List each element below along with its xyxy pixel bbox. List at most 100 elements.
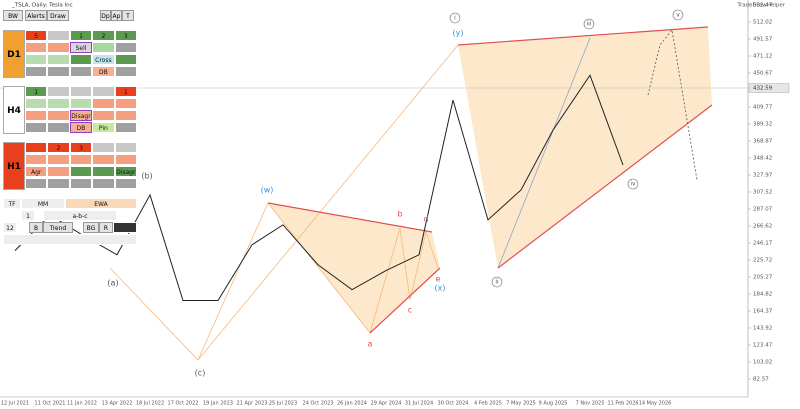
y-tick-label: 532.47 (753, 3, 773, 9)
signal-cell (114, 42, 137, 53)
wave-label: b (397, 210, 402, 219)
y-tick-label: 184.82 (753, 291, 772, 297)
tool-b[interactable]: B (29, 222, 43, 233)
wave-label: (a) (107, 279, 118, 288)
tool-pattern: a-b-c (43, 210, 117, 221)
wave-label: iv (630, 181, 636, 188)
price-series (14, 74, 624, 301)
tool-period: 12 (3, 222, 17, 233)
signal-cell (25, 42, 48, 53)
signal-cell (47, 110, 70, 121)
plugin-name: TradeDrawHelper (736, 3, 785, 9)
signal-cell: DB (69, 122, 93, 133)
toolbar-button[interactable]: Draw (47, 10, 69, 21)
wave-label: i (454, 15, 456, 22)
y-tick-label: 123.47 (753, 342, 773, 348)
x-tick-label: 12 Jul 2021 (1, 401, 29, 407)
signal-cell (47, 66, 70, 77)
signal-cell (25, 110, 48, 121)
wave-label: e (436, 275, 441, 284)
wave-label: d (423, 215, 428, 224)
signal-cell (114, 178, 137, 189)
signal-cell (69, 154, 93, 165)
toolbar-button[interactable]: Dp (100, 10, 111, 21)
tool-r[interactable]: R (99, 222, 113, 233)
signal-cell (92, 110, 115, 121)
x-tick-label: 11 Feb 2026 (607, 401, 638, 407)
x-tick-label: 30 Oct 2024 (438, 401, 469, 407)
x-tick-label: 11 Jan 2022 (67, 401, 97, 407)
y-tick-label: 409.77 (753, 105, 773, 111)
tool-trend[interactable]: Trend (43, 222, 73, 233)
signal-cell (69, 178, 93, 189)
wave-label: c (408, 306, 412, 315)
wave-label: v (676, 12, 680, 19)
x-tick-label: 29 Apr 2024 (371, 401, 402, 407)
timeframe-label: H1 (3, 142, 25, 190)
wave-circle (627, 178, 639, 190)
signal-cell (69, 98, 93, 109)
y-tick-label: 389.32 (753, 122, 772, 128)
wave-label: iii (586, 21, 591, 28)
tool-row (3, 234, 137, 245)
wave-circle (449, 12, 461, 24)
tool-bg[interactable]: BG (83, 222, 99, 233)
y-tick-label: 103.02 (753, 359, 772, 365)
signal-cell (47, 54, 70, 65)
y-tick-label: 205.27 (753, 274, 773, 280)
signal-cell (47, 154, 70, 165)
x-tick-label: 4 Feb 2025 (474, 401, 502, 407)
signal-cell (47, 42, 70, 53)
wave-label: (x) (435, 284, 446, 293)
signal-cell: 2 (47, 142, 70, 153)
y-tick-label: 225.72 (753, 257, 772, 263)
y-tick-label: 287.07 (753, 206, 773, 212)
y-tick-label: 368.87 (753, 139, 773, 145)
x-tick-label: 18 Jul 2022 (136, 401, 164, 407)
toolbar-button[interactable]: BW (3, 10, 23, 21)
x-tick-label: 7 Nov 2025 (576, 401, 605, 407)
signal-cell: Sell (69, 42, 93, 53)
signal-cell: 5 (25, 30, 48, 41)
y-tick-label: 164.37 (753, 308, 773, 314)
wave-label: (b) (141, 172, 152, 181)
projection (647, 29, 698, 181)
signal-cell (25, 66, 48, 77)
tool-ewa: EWA (65, 198, 137, 209)
y-tick-label: 327.97 (753, 172, 773, 178)
wave-lines (109, 44, 459, 361)
signal-cell: 1 (25, 86, 48, 97)
last-price-box (748, 83, 790, 93)
timeframe-label: D1 (3, 30, 25, 78)
signal-cell: 3 (69, 142, 93, 153)
signal-cell (114, 122, 137, 133)
signal-cell (92, 166, 115, 177)
timeframe-label: H4 (3, 86, 25, 134)
signal-cell (92, 178, 115, 189)
toolbar-button[interactable]: T (122, 10, 134, 21)
signal-cell: DB (92, 66, 115, 77)
signal-cell: 1 (69, 30, 93, 41)
y-tick-label: 512.02 (753, 20, 772, 26)
triangle-fill (268, 203, 440, 333)
chart-title: _TSLA, Daily: Tesla Inc (11, 3, 73, 9)
x-tick-label: 13 Apr 2022 (102, 401, 133, 407)
signal-cell (92, 154, 115, 165)
tool-mm: MM (21, 198, 65, 209)
y-tick-label: 82.57 (753, 376, 769, 382)
signal-cell (47, 166, 70, 177)
signal-cell (114, 154, 137, 165)
signal-cell (69, 66, 93, 77)
signal-cell (92, 142, 115, 153)
signal-cell (114, 54, 137, 65)
x-tick-label: 26 Jan 2024 (337, 401, 367, 407)
wave-label: ii (495, 279, 499, 286)
last-price-label: 432.59 (753, 86, 773, 92)
signal-cell: 1 (114, 86, 137, 97)
x-tick-label: 17 Oct 2022 (168, 401, 199, 407)
toolbar-button[interactable]: Ap (111, 10, 122, 21)
signal-cell: Pin (92, 122, 115, 133)
x-tick-label: 9 Aug 2025 (539, 401, 568, 407)
toolbar-button[interactable]: Alerts (25, 10, 47, 21)
